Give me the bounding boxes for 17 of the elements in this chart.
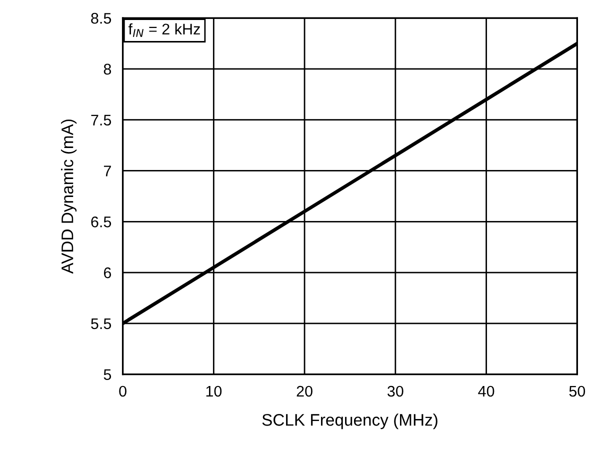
y-tick-label: 7.5 bbox=[91, 114, 112, 126]
x-tick-label: 0 bbox=[119, 386, 126, 397]
y-tick-label: 5.5 bbox=[91, 318, 112, 330]
x-tick-label: 40 bbox=[478, 386, 494, 397]
annotation: f$_{IN}$ = 2 kHz bbox=[128, 23, 200, 37]
y-tick-label: 8.5 bbox=[91, 12, 112, 24]
y-tick-label: 5 bbox=[104, 369, 112, 380]
y-tick-label: 6.5 bbox=[91, 216, 112, 228]
x-tick-label: 30 bbox=[388, 386, 404, 397]
x-tick-label: 20 bbox=[296, 386, 312, 397]
y-axis-title: AVDD Dynamic (mA) bbox=[61, 120, 77, 274]
y-tick-label: 7 bbox=[104, 166, 111, 176]
x-tick-label: 50 bbox=[569, 386, 586, 397]
x-tick-label: 10 bbox=[206, 386, 222, 397]
y-tick-label: 8 bbox=[104, 64, 112, 75]
y-tick-label: 6 bbox=[104, 267, 112, 278]
x-axis-title: SCLK Frequency (MHz) bbox=[262, 414, 438, 430]
